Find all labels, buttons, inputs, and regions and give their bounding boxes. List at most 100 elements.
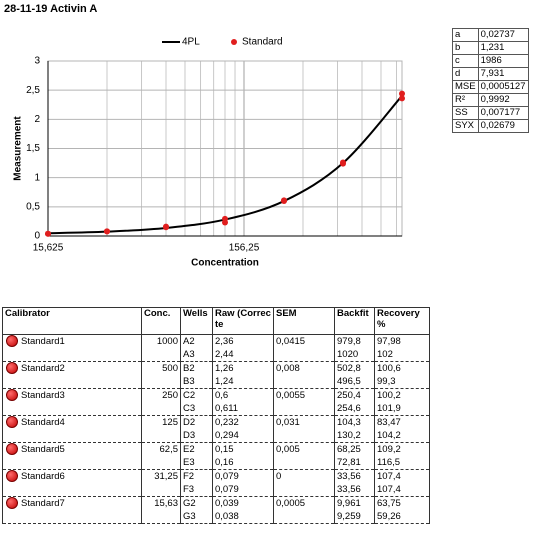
column-header: Raw (Correcte [212,307,274,335]
calibrator-name: Standard6 [21,471,65,482]
conc-cell: 31,25 [141,469,181,497]
column-header: SEM [273,307,335,335]
param-name: c [452,54,479,68]
backfit-cell: 9,961 [334,496,375,510]
raw-cell: 0,079 [212,469,274,483]
raw-cell: 0,16 [212,456,274,470]
well-cell: B3 [180,375,213,389]
backfit-cell: 250,4 [334,388,375,402]
backfit-cell: 130,2 [334,429,375,443]
param-row: d 7,931 [452,67,529,81]
calibrator-cell: Standard7 [2,496,142,524]
recovery-cell: 116,5 [374,456,430,470]
calibrator-icon [6,389,18,402]
sem-cell: 0,0005 [273,496,335,524]
well-cell: D2 [180,415,213,429]
well-cell: C2 [180,388,213,402]
well-cell: F3 [180,483,213,497]
well-cell: D3 [180,429,213,443]
calibrator-name: Standard4 [21,417,65,428]
data-point [163,223,169,230]
raw-cell: 1,26 [212,361,274,375]
param-row: b 1,231 [452,41,529,55]
sem-cell: 0,031 [273,415,335,443]
conc-cell: 500 [141,361,181,389]
backfit-cell: 72,81 [334,456,375,470]
calibrator-name: Standard3 [21,390,65,401]
param-value: 0,02737 [477,28,529,42]
calibrator-table: Calibrator Conc. Wells Raw (Correcte SEM Back… [2,307,430,524]
backfit-cell: 9,259 [334,510,375,524]
sem-cell: 0 [273,469,335,497]
recovery-cell: 97,98 [374,334,430,348]
calibrator-name: Standard7 [21,498,65,509]
calibrator-name: Standard2 [21,363,65,374]
data-point [399,90,405,97]
data-row: Standard7 15,63 G2 0,039 0,0005 9,961 63,75 [2,496,430,524]
column-header: Backfit [334,307,375,335]
param-value: 0,0005127 [477,80,529,94]
data-row: F3 0,079 33,56 107,4 [3,483,430,497]
conc-cell: 62,5 [141,442,181,470]
data-row: A3 2,44 1020 102 [3,348,430,362]
recovery-cell: 83,47 [374,415,430,429]
data-point [281,197,287,204]
raw-cell: 0,6 [212,388,274,402]
y-tick-label: 0 [34,231,40,242]
recovery-cell: 100,6 [374,361,430,375]
raw-cell: 0,294 [212,429,274,443]
sem-cell: 0,005 [273,442,335,470]
backfit-cell: 104,3 [334,415,375,429]
backfit-cell: 33,56 [334,483,375,497]
recovery-cell: 104,2 [374,429,430,443]
param-value: 0,007177 [477,106,529,120]
data-row: D3 0,294 130,2 104,2 [3,429,430,443]
recovery-cell: 102 [374,348,430,362]
data-point [222,215,228,222]
sem-cell: 0,0415 [273,334,335,362]
legend-label: Standard [242,37,283,48]
data-row: Standard2 500 B2 1,26 0,008 502,8 100,6 [2,361,430,389]
calibrator-icon [6,416,18,429]
parameter-table: a 0,02737 b 1,231 c 1986 d 7,931 MSE 0,0005127 R² 0… [452,28,529,133]
calibrator-cell: Standard6 [2,469,142,497]
param-row: a 0,02737 [452,28,529,42]
param-row: SS 0,007177 [452,106,529,120]
well-cell: G3 [180,510,213,524]
data-row: Standard6 31,25 F2 0,079 0 33,56 107,4 [2,469,430,497]
raw-cell: 2,44 [212,348,274,362]
recovery-cell: 107,4 [374,469,430,483]
y-axis-label: Measurement [13,116,24,181]
data-row: Standard4 125 D2 0,232 0,031 104,3 83,47 [2,415,430,443]
backfit-cell: 502,8 [334,361,375,375]
calibrator-icon [6,443,18,456]
well-cell: B2 [180,361,213,375]
data-row: G3 0,038 9,259 59,26 [3,510,430,524]
raw-cell: 0,038 [212,510,274,524]
param-value: 0,02679 [477,119,529,133]
backfit-cell: 68,25 [334,442,375,456]
raw-cell: 0,079 [212,483,274,497]
conc-cell: 250 [141,388,181,416]
raw-cell: 1,24 [212,375,274,389]
param-row: SYX 0,02679 [452,119,529,133]
calibrator-cell: Standard5 [2,442,142,470]
data-row: E3 0,16 72,81 116,5 [3,456,430,470]
calibrator-icon [6,470,18,483]
sem-cell: 0,0055 [273,388,335,416]
x-axis-label: Concentration [191,258,259,269]
param-name: SYX [452,119,479,133]
conc-cell: 125 [141,415,181,443]
x-tick-label: 15,625 [33,243,64,254]
calibrator-name: Standard5 [21,444,65,455]
calibrator-cell: Standard4 [2,415,142,443]
recovery-cell: 101,9 [374,402,430,416]
raw-cell: 0,15 [212,442,274,456]
param-value: 1,231 [477,41,529,55]
well-cell: F2 [180,469,213,483]
param-name: R² [452,93,479,107]
raw-cell: 2,36 [212,334,274,348]
column-header: Calibrator [2,307,142,335]
data-point [399,95,405,102]
